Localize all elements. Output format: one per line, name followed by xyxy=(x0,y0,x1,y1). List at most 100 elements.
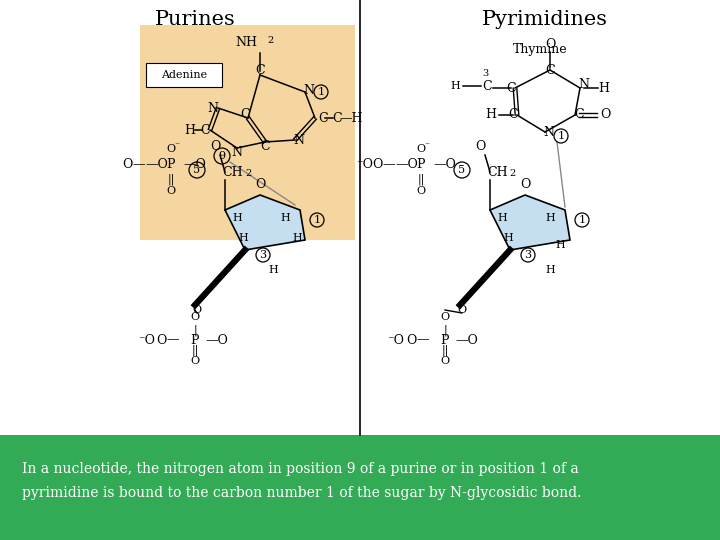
Text: O: O xyxy=(520,178,530,191)
Polygon shape xyxy=(490,195,570,250)
Text: H: H xyxy=(598,82,610,94)
Text: O: O xyxy=(190,312,199,322)
Text: pyrimidine is bound to the carbon number 1 of the sugar by N-glycosidic bond.: pyrimidine is bound to the carbon number… xyxy=(22,486,581,500)
Text: —H: —H xyxy=(339,111,363,125)
Text: O: O xyxy=(416,186,426,196)
Text: |: | xyxy=(444,324,447,336)
Text: —O: —O xyxy=(433,159,456,172)
Text: C: C xyxy=(545,64,555,77)
Text: CH: CH xyxy=(222,165,243,179)
Text: P: P xyxy=(441,334,449,347)
Text: H: H xyxy=(555,240,565,250)
Text: O: O xyxy=(441,312,449,322)
Text: ⁻O: ⁻O xyxy=(356,159,374,172)
Text: O: O xyxy=(192,305,202,315)
Text: —O: —O xyxy=(456,334,478,347)
Text: O: O xyxy=(166,186,176,196)
Text: 2: 2 xyxy=(245,170,251,179)
Text: H: H xyxy=(292,233,302,243)
Text: NH: NH xyxy=(235,36,257,49)
Text: H: H xyxy=(503,233,513,243)
Text: O: O xyxy=(156,334,166,347)
Text: C: C xyxy=(332,111,342,125)
Text: ⁻O: ⁻O xyxy=(387,334,405,347)
Text: O: O xyxy=(545,37,555,51)
Text: C: C xyxy=(318,111,328,125)
Text: H: H xyxy=(545,213,555,223)
Text: O: O xyxy=(416,144,426,154)
Text: CH: CH xyxy=(487,165,508,179)
Text: O: O xyxy=(122,159,132,172)
Text: 5: 5 xyxy=(194,165,201,175)
Bar xyxy=(140,25,355,240)
Text: 1: 1 xyxy=(313,215,320,225)
Text: ||: || xyxy=(192,345,199,356)
Text: C: C xyxy=(240,109,250,122)
Text: Purines: Purines xyxy=(155,10,235,29)
Text: P: P xyxy=(191,334,199,347)
Text: 5: 5 xyxy=(459,165,466,175)
Text: O: O xyxy=(166,144,176,154)
Text: C: C xyxy=(482,79,492,92)
Text: 2: 2 xyxy=(267,36,273,45)
Text: N: N xyxy=(207,102,218,114)
Text: H: H xyxy=(238,233,248,243)
Text: H: H xyxy=(485,109,497,122)
Text: ||: || xyxy=(167,173,175,185)
Text: O: O xyxy=(457,305,467,315)
Text: H: H xyxy=(232,213,242,223)
Text: O: O xyxy=(190,356,199,366)
Text: 3: 3 xyxy=(524,250,531,260)
Text: C: C xyxy=(255,64,265,78)
Text: C: C xyxy=(574,109,584,122)
Text: 2: 2 xyxy=(510,170,516,179)
Text: Adenine: Adenine xyxy=(161,70,207,80)
Text: 9: 9 xyxy=(218,151,225,161)
Text: Pyrimidines: Pyrimidines xyxy=(482,10,608,29)
Text: H: H xyxy=(184,124,196,137)
Text: ||: || xyxy=(418,173,425,185)
Text: P: P xyxy=(167,159,175,172)
FancyBboxPatch shape xyxy=(146,63,222,87)
Text: N: N xyxy=(294,133,305,146)
Text: O: O xyxy=(210,140,220,153)
Text: C: C xyxy=(508,109,518,122)
Text: 1: 1 xyxy=(557,131,564,141)
Text: H: H xyxy=(497,213,507,223)
Text: H: H xyxy=(268,265,278,275)
Text: C: C xyxy=(260,140,270,153)
Text: O: O xyxy=(474,140,485,153)
Text: Thymine: Thymine xyxy=(513,44,567,57)
Text: O: O xyxy=(406,334,416,347)
Text: N: N xyxy=(304,84,315,97)
Text: O: O xyxy=(372,159,382,172)
Text: N: N xyxy=(232,146,243,159)
Text: 1: 1 xyxy=(318,87,325,97)
Text: ⁻: ⁻ xyxy=(424,141,430,151)
Text: —O: —O xyxy=(206,334,228,347)
Text: ||: || xyxy=(441,345,449,356)
Text: —O: —O xyxy=(184,159,207,172)
Text: P: P xyxy=(417,159,426,172)
Text: 3: 3 xyxy=(259,250,266,260)
Polygon shape xyxy=(225,195,305,250)
Text: —O: —O xyxy=(145,159,168,172)
Text: —O: —O xyxy=(395,159,418,172)
Text: C: C xyxy=(506,82,516,94)
Text: N: N xyxy=(544,125,554,138)
Text: 3: 3 xyxy=(482,70,488,78)
Text: —: — xyxy=(417,334,429,347)
Text: H: H xyxy=(280,213,290,223)
Text: N: N xyxy=(578,78,590,91)
Text: —: — xyxy=(132,159,145,172)
Text: H: H xyxy=(450,81,460,91)
Text: C: C xyxy=(200,124,210,137)
Text: O: O xyxy=(600,109,610,122)
Text: ⁻O: ⁻O xyxy=(138,334,156,347)
Text: 1: 1 xyxy=(578,215,585,225)
Text: O: O xyxy=(441,356,449,366)
Bar xyxy=(0,435,720,540)
Text: |: | xyxy=(193,324,197,336)
Text: ⁻: ⁻ xyxy=(174,141,179,151)
Text: O: O xyxy=(255,178,265,191)
